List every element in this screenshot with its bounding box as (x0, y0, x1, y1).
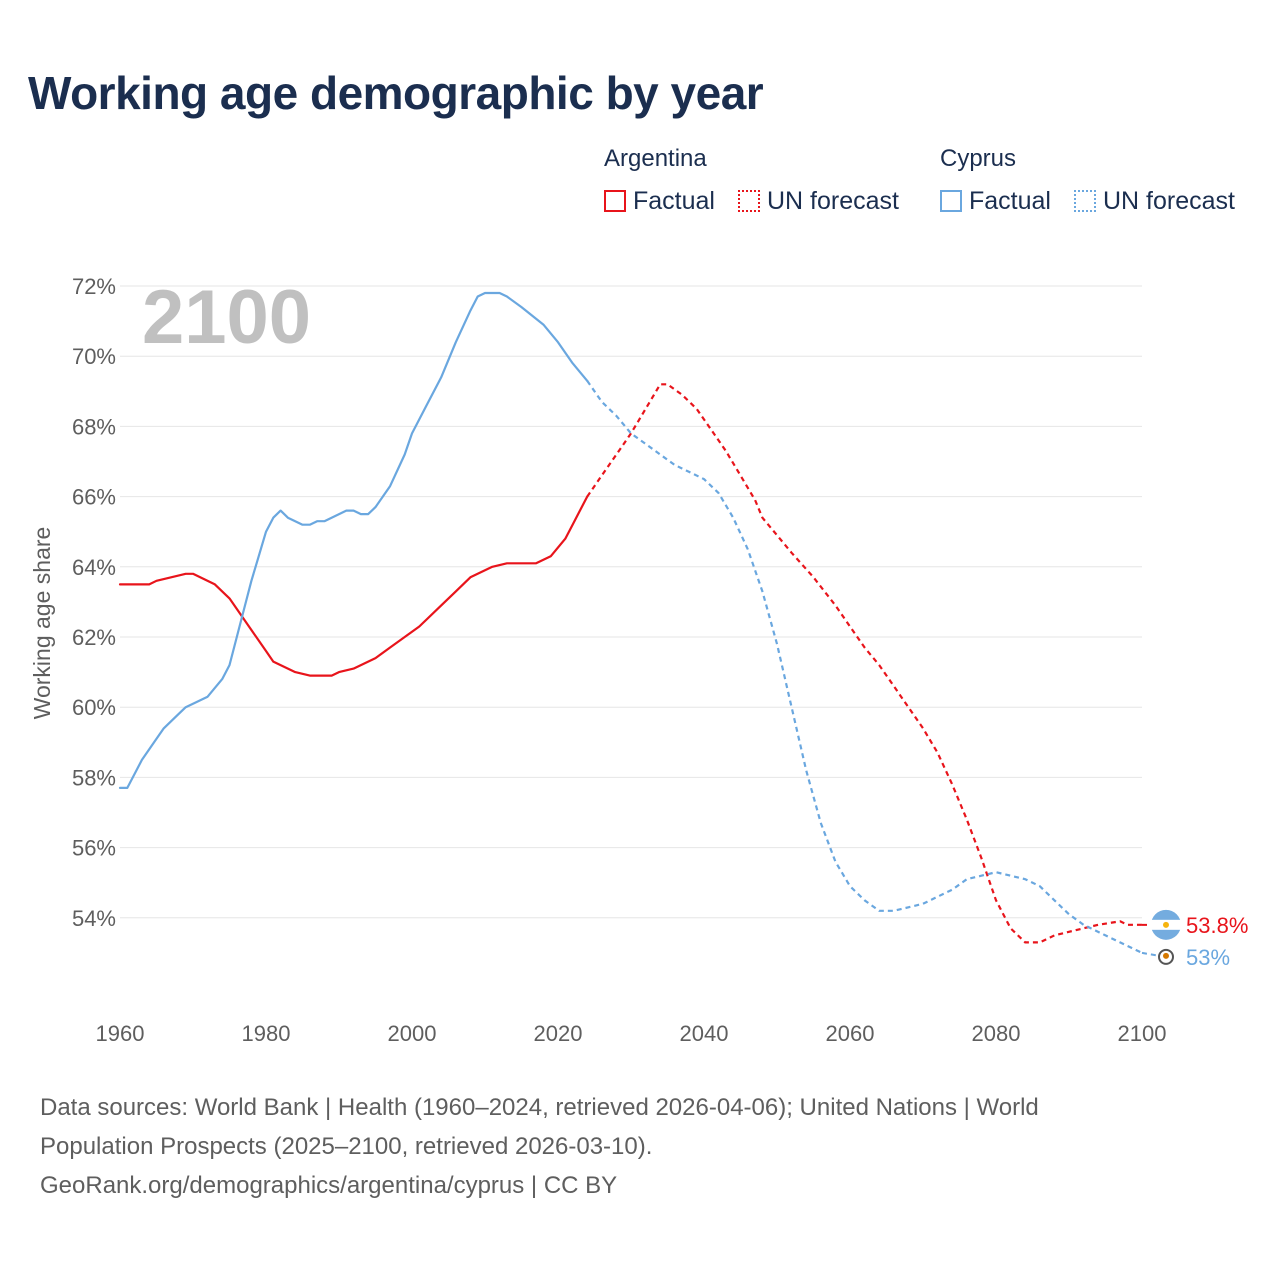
y-tick-label: 56% (72, 836, 116, 861)
y-tick-label: 62% (72, 625, 116, 650)
x-tick-label: 2060 (826, 1021, 875, 1046)
series-lines (118, 291, 1143, 954)
argentina-forecast-line[interactable] (586, 383, 1142, 944)
x-tick-label: 2000 (388, 1021, 437, 1046)
source-note: Data sources: World Bank | Health (1960–… (40, 1088, 1240, 1205)
y-tick-label: 60% (72, 695, 116, 720)
year-display: 2100 (142, 275, 311, 360)
argentina-flag-icon (1151, 909, 1181, 940)
legend-cyprus-factual[interactable]: Factual (940, 186, 1051, 216)
x-tick-label: 2080 (972, 1021, 1021, 1046)
legend-argentina-forecast-label: UN forecast (767, 186, 899, 215)
y-tick-label: 72% (72, 274, 116, 299)
y-tick-label: 68% (72, 414, 116, 439)
legend-argentina-factual[interactable]: Factual (604, 186, 715, 216)
cyprus-forecast-line[interactable] (586, 380, 1143, 954)
legend-argentina-forecast[interactable]: UN forecast (738, 186, 899, 216)
x-tick-label: 1960 (96, 1021, 145, 1046)
y-axis-ticks: 54% 56% 58% 60% 62% 64% 66% 68% 70% 72% (72, 274, 116, 931)
y-tick-label: 58% (72, 765, 116, 790)
argentina-factual-line[interactable] (118, 495, 589, 677)
x-tick-label: 2040 (680, 1021, 729, 1046)
x-tick-label: 2100 (1118, 1021, 1167, 1046)
legend-argentina-factual-swatch (604, 190, 626, 212)
legend-cyprus-forecast-label: UN forecast (1103, 186, 1235, 215)
argentina-end-label: 53.8% (1186, 913, 1248, 938)
x-axis-ticks: 1960 1980 2000 2020 2040 2060 2080 2100 (96, 1021, 1167, 1046)
y-axis-label: Working age share (29, 527, 55, 720)
x-tick-label: 2020 (534, 1021, 583, 1046)
flag-sun (1163, 921, 1169, 928)
legend-argentina-factual-label: Factual (633, 186, 715, 215)
legend-cyprus-factual-label: Factual (969, 186, 1051, 215)
legend-cyprus-forecast[interactable]: UN forecast (1074, 186, 1235, 216)
cyprus-end-label: 53% (1186, 945, 1230, 970)
source-line-2: Population Prospects (2025–2100, retriev… (40, 1133, 653, 1160)
y-tick-label: 66% (72, 485, 116, 510)
legend-cyprus-title: Cyprus (940, 145, 1017, 172)
chart-title: Working age demographic by year (28, 67, 764, 119)
source-line-3[interactable]: GeoRank.org/demographics/argentina/cypru… (40, 1172, 618, 1199)
x-tick-label: 1980 (242, 1021, 291, 1046)
y-tick-label: 70% (72, 344, 116, 369)
end-markers: 53.8% 53% (1141, 909, 1248, 970)
y-tick-label: 64% (72, 555, 116, 580)
flag-island (1163, 952, 1169, 959)
cyprus-factual-line[interactable] (118, 291, 589, 789)
legend-cyprus-factual-swatch (940, 190, 962, 212)
legend-cyprus-forecast-swatch (1074, 190, 1096, 212)
grid-lines (120, 285, 1142, 919)
cyprus-flag-icon (1158, 948, 1174, 965)
legend-argentina-title: Argentina (604, 145, 707, 172)
legend-argentina-forecast-swatch (738, 190, 760, 212)
y-tick-label: 54% (72, 906, 116, 931)
source-line-1: Data sources: World Bank | Health (1960–… (40, 1094, 1039, 1121)
